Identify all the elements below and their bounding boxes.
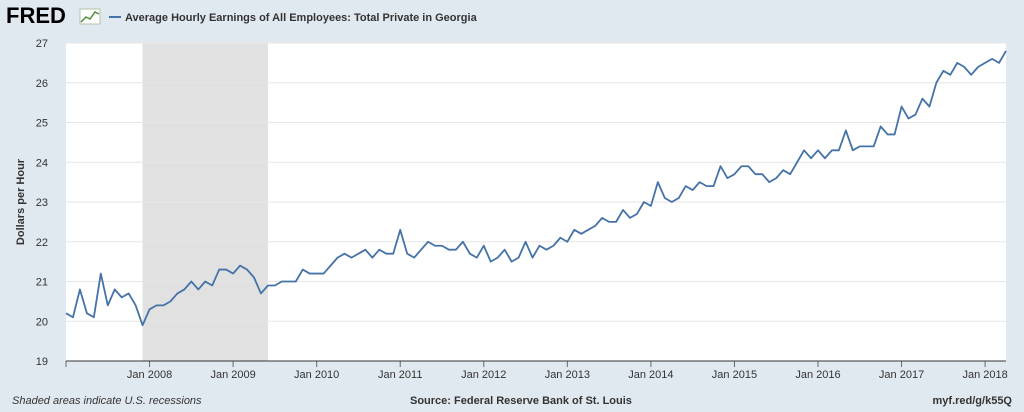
fred-logo-graph-icon [79, 8, 101, 25]
y-tick-label: 23 [36, 197, 48, 209]
x-tick-label: Jan 2012 [461, 369, 506, 381]
x-tick-label: Jan 2013 [545, 369, 590, 381]
x-tick-label: Jan 2018 [962, 369, 1007, 381]
y-tick-label: 22 [36, 237, 48, 249]
x-tick-label: Jan 2011 [378, 369, 422, 381]
y-tick-label: 20 [36, 316, 48, 328]
legend-series-label: Average Hourly Earnings of All Employees… [125, 12, 478, 24]
y-tick-label: 27 [36, 38, 48, 50]
legend: Average Hourly Earnings of All Employees… [109, 12, 478, 24]
x-tick-label: Jan 2008 [127, 369, 172, 381]
fred-logo-text: FRED [6, 3, 66, 28]
series-line-0 [65, 50, 1007, 327]
x-axis: Jan 2008 Jan 2009 Jan 2010 Jan 2011 Jan 2012… [65, 361, 1008, 381]
x-tick-label: Jan 2009 [210, 369, 255, 381]
x-tick-label: Jan 2015 [712, 369, 757, 381]
y-tick-label: 24 [36, 157, 48, 169]
grid-layer [66, 42, 1006, 322]
y-tick-label: 25 [36, 118, 48, 130]
recession-note: Shaded areas indicate U.S. recessions [12, 395, 202, 407]
x-tick-label: Jan 2017 [879, 369, 924, 381]
x-tick-label: Jan 2010 [294, 369, 339, 381]
short-url-link[interactable]: myf.red/g/k55Q [932, 395, 1012, 407]
y-axis: 19 20 21 22 23 24 25 26 27 [36, 38, 48, 368]
fred-logo[interactable]: FRED [6, 3, 101, 28]
y-tick-label: 26 [36, 78, 48, 90]
y-axis-title: Dollars per Hour [15, 158, 27, 245]
source-text: Source: Federal Reserve Bank of St. Loui… [410, 395, 632, 407]
series-layer [65, 50, 1007, 327]
y-tick-label: 19 [36, 356, 48, 368]
y-tick-label: 21 [36, 277, 48, 289]
x-tick-label: Jan 2014 [628, 369, 673, 381]
x-tick-label: Jan 2016 [795, 369, 840, 381]
